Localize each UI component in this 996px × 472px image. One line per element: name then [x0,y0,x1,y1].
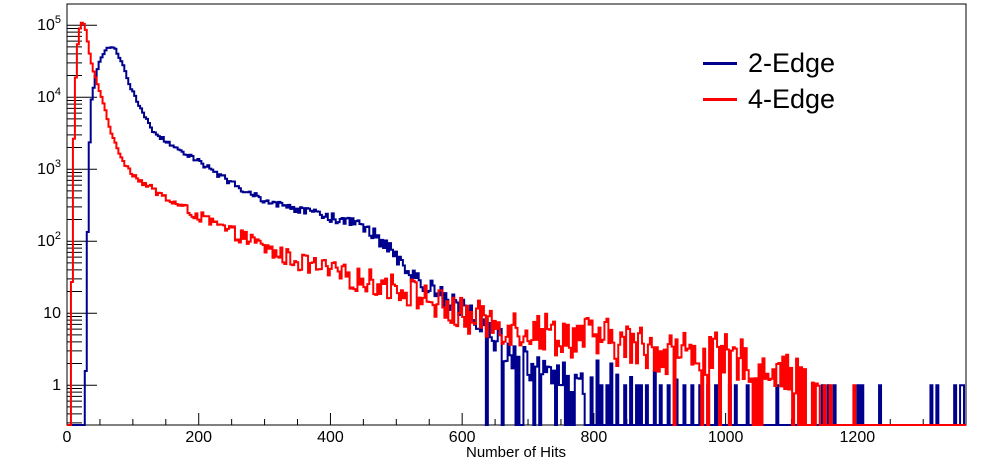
legend-line-2edge-icon [703,61,737,65]
y-tick-label: 10 [43,305,61,322]
y-tick-label: 102 [37,230,61,250]
x-tick-label: 400 [317,429,344,446]
y-tick-label: 104 [37,86,61,106]
x-tick-label: 800 [581,429,608,446]
x-tick-label: 1000 [708,429,744,446]
legend-label-2edge: 2-Edge [748,48,836,78]
legend-line-4edge-icon [703,97,737,101]
x-tick-label: 0 [63,429,72,446]
series-4-edge [67,21,966,426]
y-tick-label: 1 [52,377,61,394]
y-tick-label: 105 [37,14,61,34]
x-tick-label: 600 [449,429,476,446]
x-axis-title: Number of Hits [465,444,567,461]
y-tick-label: 103 [37,158,61,178]
x-tick-label: 200 [185,429,212,446]
legend-label-4edge: 4-Edge [748,84,836,114]
legend-entry-2edge: 2-Edge [703,45,835,81]
legend: 2-Edge 4-Edge [703,45,835,117]
x-tick-label: 1200 [840,429,876,446]
legend-entry-4edge: 4-Edge [703,81,835,117]
